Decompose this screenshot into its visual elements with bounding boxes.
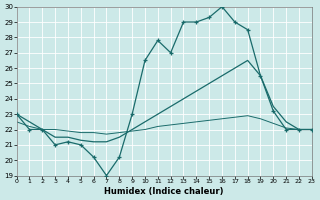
X-axis label: Humidex (Indice chaleur): Humidex (Indice chaleur) [105,187,224,196]
